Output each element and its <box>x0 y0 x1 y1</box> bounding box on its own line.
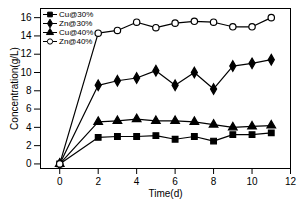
svg-text:8: 8 <box>26 85 32 96</box>
svg-text:2: 2 <box>26 140 32 151</box>
html-text:Zn@40%: Zn@40% <box>59 37 93 46</box>
svg-text:10: 10 <box>20 67 32 78</box>
svg-text:4: 4 <box>26 122 32 133</box>
svg-text:12: 12 <box>20 48 32 59</box>
html-text:Cu@40%: Cu@40% <box>59 28 94 37</box>
svg-text:16: 16 <box>20 12 32 23</box>
html-text:Zn@30%: Zn@30% <box>59 19 93 28</box>
svg-text:Time(d): Time(d) <box>148 188 182 199</box>
svg-text:4: 4 <box>134 176 140 187</box>
svg-text:8: 8 <box>211 176 217 187</box>
svg-text:Concentration(g/L): Concentration(g/L) <box>9 47 20 130</box>
html-text:Cu@30%: Cu@30% <box>59 10 94 19</box>
svg-text:12: 12 <box>285 176 297 187</box>
svg-text:0: 0 <box>57 176 63 187</box>
svg-text:0: 0 <box>26 158 32 169</box>
svg-text:14: 14 <box>20 30 32 41</box>
svg-text:10: 10 <box>246 176 258 187</box>
svg-text:6: 6 <box>26 103 32 114</box>
svg-text:2: 2 <box>95 176 101 187</box>
svg-text:6: 6 <box>172 176 178 187</box>
